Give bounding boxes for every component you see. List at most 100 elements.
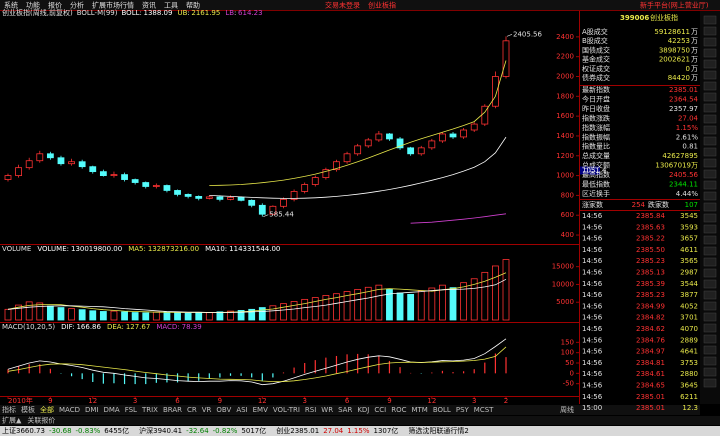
menu-item[interactable]: 报价 [48,1,62,10]
indicator-tab[interactable]: 指标 [2,405,16,414]
period-tab[interactable]: 周线 [560,405,574,414]
top-link[interactable]: 创业板指 [368,1,396,10]
side-tool-icon[interactable] [703,257,717,267]
side-tool-icon[interactable] [703,103,717,113]
indicator-tab[interactable]: SAR [338,406,352,414]
side-tool-icon[interactable] [703,235,717,245]
side-tool-icon[interactable] [703,59,717,69]
menu-item[interactable]: 资讯 [142,1,156,10]
tick-volume: 6211 [680,393,698,401]
volume-bar [4,308,12,321]
indicator-tab[interactable]: ROC [391,406,406,414]
menu-item[interactable]: 分析 [70,1,84,10]
menu-item[interactable]: 功能 [26,1,40,10]
indicator-tab[interactable]: CR [187,406,197,414]
y-tick-label: -50 [563,380,574,388]
side-tool-icon[interactable] [703,92,717,102]
indicator-tab[interactable]: MACD [59,406,80,414]
indicator-tab[interactable]: WR [321,406,333,414]
indicator-tab[interactable]: CCI [374,406,386,414]
side-tool-icon[interactable] [703,147,717,157]
volume-bar [163,311,171,321]
indicator-tab[interactable]: 全部 [40,405,54,414]
side-tool-icon[interactable] [703,290,717,300]
panel-title: VOLUME [2,245,31,253]
candle-body [216,196,224,200]
side-tool-icon[interactable] [703,15,717,25]
side-tool-icon[interactable] [703,114,717,124]
indicator-tab[interactable]: ASI [236,406,247,414]
side-tool-icon[interactable] [703,279,717,289]
indicator-tab[interactable]: OBV [216,406,231,414]
indicator-tab[interactable]: VR [202,406,212,414]
side-tool-icon[interactable] [703,323,717,333]
side-tool-icon[interactable] [703,37,717,47]
top-link[interactable]: 交易未登录 [325,1,360,10]
side-tool-icon[interactable] [703,125,717,135]
side-tool-icon[interactable] [703,301,717,311]
status-item: -0.82% [213,427,238,435]
stat-unit: 万 [691,46,698,54]
menu-item[interactable]: 帮助 [186,1,200,10]
tick-volume: 3645 [680,382,698,390]
side-tool-icon[interactable] [703,191,717,201]
indicator-tab[interactable]: KDJ [357,406,369,414]
high-label: 2405.56 [513,30,542,38]
indicator-tab[interactable]: RSI [305,406,316,414]
indicator-tab[interactable]: MCST [474,406,494,414]
y-tick-label: 1000 [556,172,574,180]
side-tool-icon[interactable] [703,356,717,366]
candle-body [502,40,510,77]
tick-time: 14:56 [582,212,603,220]
menu-item[interactable]: 系统 [4,1,18,10]
side-tool-icon[interactable] [703,367,717,377]
side-tool-icon[interactable] [703,180,717,190]
tick-time: 14:56 [582,291,603,299]
tick-time: 14:56 [582,257,603,265]
indicator-tab[interactable]: BRAR [163,406,182,414]
side-tool-icon[interactable] [703,158,717,168]
side-tool-icon[interactable] [703,70,717,80]
tick-time: 14:56 [582,314,603,322]
side-tool-icon[interactable] [703,312,717,322]
indicator-tab[interactable]: MTM [411,406,427,414]
side-tool-icon[interactable] [703,334,717,344]
side-tool-icon[interactable] [703,48,717,58]
indicator-tab[interactable]: PSY [456,406,470,414]
indicator-tab[interactable]: DMI [85,406,99,414]
side-tool-icon[interactable] [703,26,717,36]
extra-tab[interactable]: 扩展▲ [2,416,22,425]
menu-item[interactable]: 工具 [164,2,178,10]
indicator-tab[interactable]: TRIX [141,406,158,414]
tick-price: 2385.23 [636,257,665,265]
side-tool-icon[interactable] [703,169,717,179]
side-tool-icon[interactable] [703,213,717,223]
extra-tab[interactable]: 关联报价 [27,416,55,425]
indicator-tab[interactable]: 模板 [21,405,35,414]
side-tool-icon[interactable] [703,136,717,146]
menu-item[interactable]: 扩展市场行情 [92,1,134,10]
side-tool-icon[interactable] [703,202,717,212]
top-right[interactable]: 新手平台(网上营业厅) [640,1,709,10]
indicator-tab[interactable]: FSL [125,406,137,414]
side-tool-icon[interactable] [703,81,717,91]
side-tool-icon[interactable] [703,345,717,355]
candle-body [227,196,234,200]
tick-price: 2384.82 [636,314,665,322]
side-tool-icon[interactable] [703,378,717,388]
indicator-tab[interactable]: BOLL [433,406,451,414]
indicator-tab[interactable]: DMA [103,406,119,414]
x-tick-label: 9 [218,397,222,405]
side-tool-icon[interactable] [703,246,717,256]
quote-value: 2.61% [676,133,699,141]
volume-bar [280,303,287,321]
indicator-tab[interactable]: VOL-TRI [273,406,300,414]
side-tool-icon[interactable] [703,224,717,234]
indicator-tab[interactable]: EMV [253,406,268,414]
volume-bar [68,308,75,321]
side-tool-icon[interactable] [703,268,717,278]
volume-bar [449,287,457,321]
extra-row [0,416,720,425]
tick-price: 2384.81 [636,359,665,367]
candle-body [301,184,309,192]
